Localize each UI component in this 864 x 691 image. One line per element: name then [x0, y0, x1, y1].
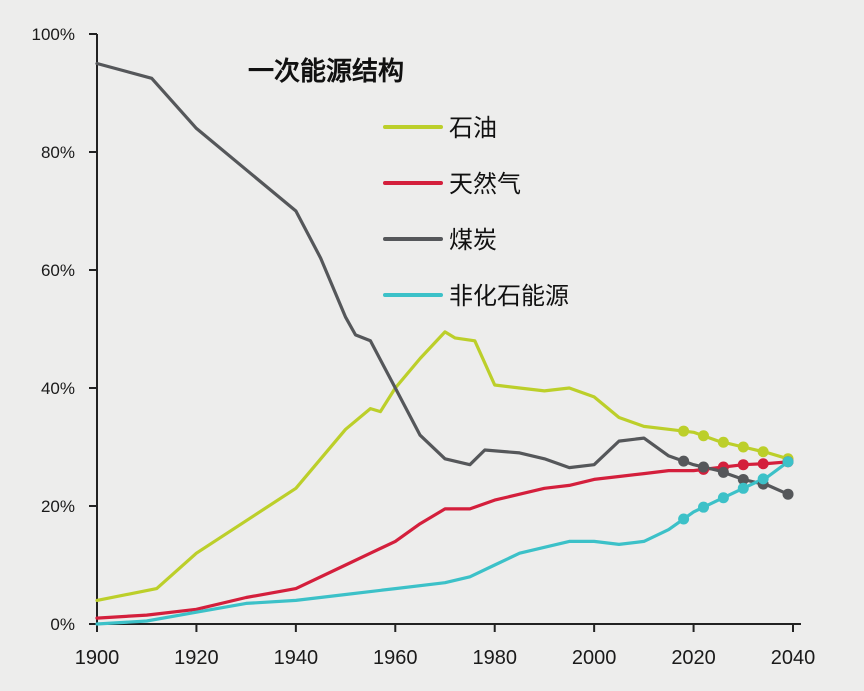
- y-tick-label: 60%: [41, 261, 75, 280]
- legend-label-3: 非化石能源: [449, 282, 569, 310]
- y-tick-label: 20%: [41, 497, 75, 516]
- series-0-marker: [757, 446, 769, 458]
- chart-title: 一次能源结构: [248, 56, 404, 87]
- y-tick-label: 100%: [32, 25, 75, 44]
- series-1-marker: [757, 458, 769, 470]
- series-0-marker: [717, 436, 729, 448]
- series-2-marker: [717, 466, 729, 478]
- series-3-marker: [782, 456, 794, 468]
- series-line-1: [95, 460, 790, 620]
- x-tick-label: 2040: [771, 647, 816, 669]
- y-tick-label: 40%: [41, 379, 75, 398]
- axes: 0% 20% 40% 60% 80% 100% 1900 1920 1940 1960 1980 20…: [32, 25, 816, 669]
- series-0-marker: [737, 441, 749, 453]
- series-3-marker: [678, 513, 690, 525]
- y-tick-label: 0%: [50, 615, 75, 634]
- x-tick-label: 1920: [174, 647, 219, 669]
- series-3-marker: [737, 482, 749, 494]
- x-tick-label: 2000: [572, 647, 617, 669]
- series-2-marker: [782, 488, 794, 500]
- series-3-marker: [757, 473, 769, 485]
- x-tick-label: 1980: [472, 647, 517, 669]
- y-tick-label: 80%: [41, 143, 75, 162]
- series-line-2: [95, 61, 790, 496]
- series-line-0: [95, 330, 790, 602]
- series-line-3: [95, 460, 790, 626]
- series-lines: [95, 61, 790, 626]
- projection-markers: [678, 425, 794, 525]
- series-1-marker: [737, 459, 749, 471]
- series-3-marker: [717, 492, 729, 504]
- series-0-marker: [678, 425, 690, 437]
- x-tick-label: 1960: [373, 647, 418, 669]
- series-0-marker: [698, 430, 710, 442]
- legend-label-2: 煤炭: [449, 226, 497, 254]
- series-3-marker: [698, 501, 710, 513]
- legend-label-1: 天然气: [449, 170, 521, 198]
- x-tick-label: 2020: [671, 647, 716, 669]
- series-2-marker: [737, 473, 749, 485]
- x-tick-label: 1940: [274, 647, 319, 669]
- x-tick-label: 1900: [75, 647, 120, 669]
- series-2-marker: [678, 455, 690, 467]
- series-2-marker: [698, 461, 710, 473]
- legend-label-0: 石油: [449, 114, 497, 142]
